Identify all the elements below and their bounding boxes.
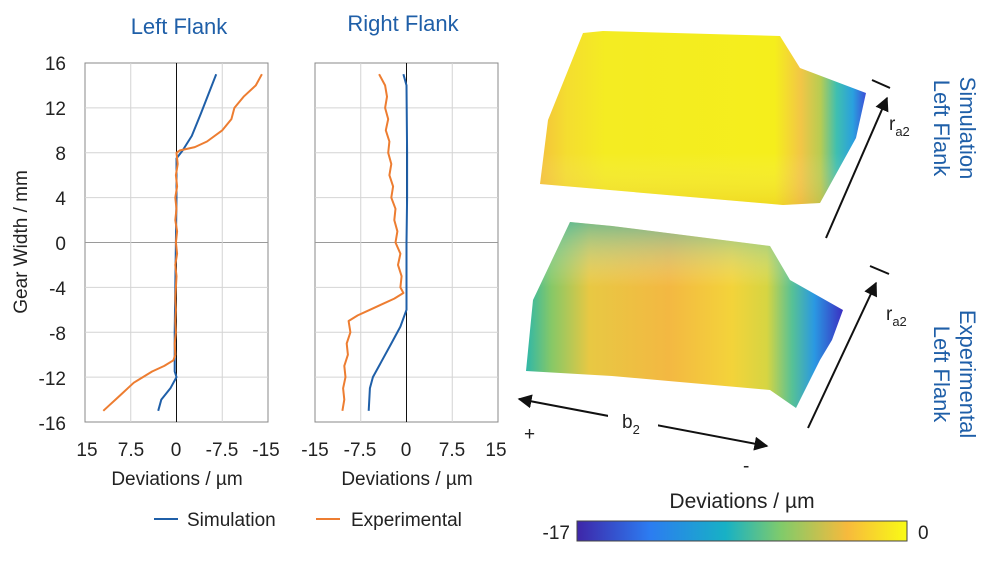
y-tick-label: -16 (39, 414, 66, 435)
x-tick-label: 7.5 (118, 440, 144, 461)
legend-label-simulation: Simulation (187, 510, 276, 531)
radius-label-bottom: ra2 (886, 304, 907, 329)
width-label: b2 (622, 412, 640, 437)
right-flank-simulation-line (367, 73, 409, 411)
surface-experimental (526, 222, 843, 408)
x-tick-label: 15 (485, 440, 506, 461)
surface-simulation-shading (540, 31, 866, 205)
surface-experimental-shading (526, 222, 843, 408)
x-tick-label: 0 (171, 440, 182, 461)
radius-arrow-bottom (807, 281, 877, 429)
x-tick-label: 7.5 (439, 440, 465, 461)
left-series-group (102, 73, 263, 412)
side-label-experimental-line1: Experimental (955, 310, 980, 438)
right-flank-panel: Right Flank -15 -7.5 0 7.5 15 Deviations… (301, 11, 506, 490)
right-x-ticks: -15 -7.5 0 7.5 15 (301, 440, 506, 461)
left-flank-title: Left Flank (131, 14, 229, 39)
legend-label-experimental: Experimental (351, 510, 462, 531)
side-label-simulation-line1: Simulation (955, 77, 980, 180)
side-label-simulation-line2: Left Flank (929, 80, 954, 178)
right-flank-experimental-line (341, 73, 405, 411)
y-tick-label: -8 (49, 324, 66, 345)
colorbar-title: Deviations / µm (669, 490, 814, 513)
width-plus-label: + (524, 424, 535, 445)
radius-tick-bottom (869, 265, 890, 275)
left-flank-panel: Left Flank 16 12 8 4 0 -4 -8 -12 -16 15 … (11, 14, 280, 490)
x-tick-label: -15 (301, 440, 328, 461)
width-label-bg (608, 405, 658, 435)
y-tick-label: 4 (55, 189, 66, 210)
radius-arrow-top (825, 96, 889, 239)
radius-label-top: ra2 (889, 114, 910, 139)
y-tick-label: 12 (45, 99, 66, 120)
colorbar-max-label: 0 (918, 523, 929, 544)
y-tick-label: 16 (45, 54, 66, 75)
left-flank-experimental-line (102, 73, 263, 412)
width-arrow: b2 + - (517, 394, 769, 477)
y-tick-label: -12 (39, 369, 66, 390)
y-tick-label: 0 (55, 234, 66, 255)
radius-arrows: ra2 ra2 (807, 79, 910, 429)
right-flank-title: Right Flank (347, 11, 459, 36)
left-x-ticks: 15 7.5 0 -7.5 -15 (76, 440, 279, 461)
radius-tick-top (871, 79, 891, 89)
width-minus-label: - (743, 456, 749, 477)
x-tick-label: 0 (401, 440, 412, 461)
x-tick-label: 15 (76, 440, 97, 461)
colorbar-min-label: -17 (543, 523, 570, 544)
surface-simulation (540, 31, 866, 205)
surface-side-labels: Simulation Left Flank Experimental Left … (929, 77, 980, 439)
left-y-ticks: 16 12 8 4 0 -4 -8 -12 -16 (39, 54, 67, 435)
y-tick-label: -4 (49, 279, 66, 300)
x-tick-label: -15 (252, 440, 279, 461)
legend: Simulation Experimental (154, 510, 462, 531)
y-tick-label: 8 (55, 144, 66, 165)
left-x-axis-title: Deviations / µm (111, 469, 242, 490)
y-axis-title: Gear Width / mm (11, 170, 32, 314)
right-series-group (341, 73, 409, 411)
right-x-axis-title: Deviations / µm (341, 469, 472, 490)
side-label-experimental-line2: Left Flank (929, 326, 954, 424)
x-tick-label: -7.5 (344, 440, 377, 461)
x-tick-label: -7.5 (206, 440, 239, 461)
colorbar: Deviations / µm -17 0 (543, 490, 929, 544)
colorbar-gradient (576, 520, 908, 542)
